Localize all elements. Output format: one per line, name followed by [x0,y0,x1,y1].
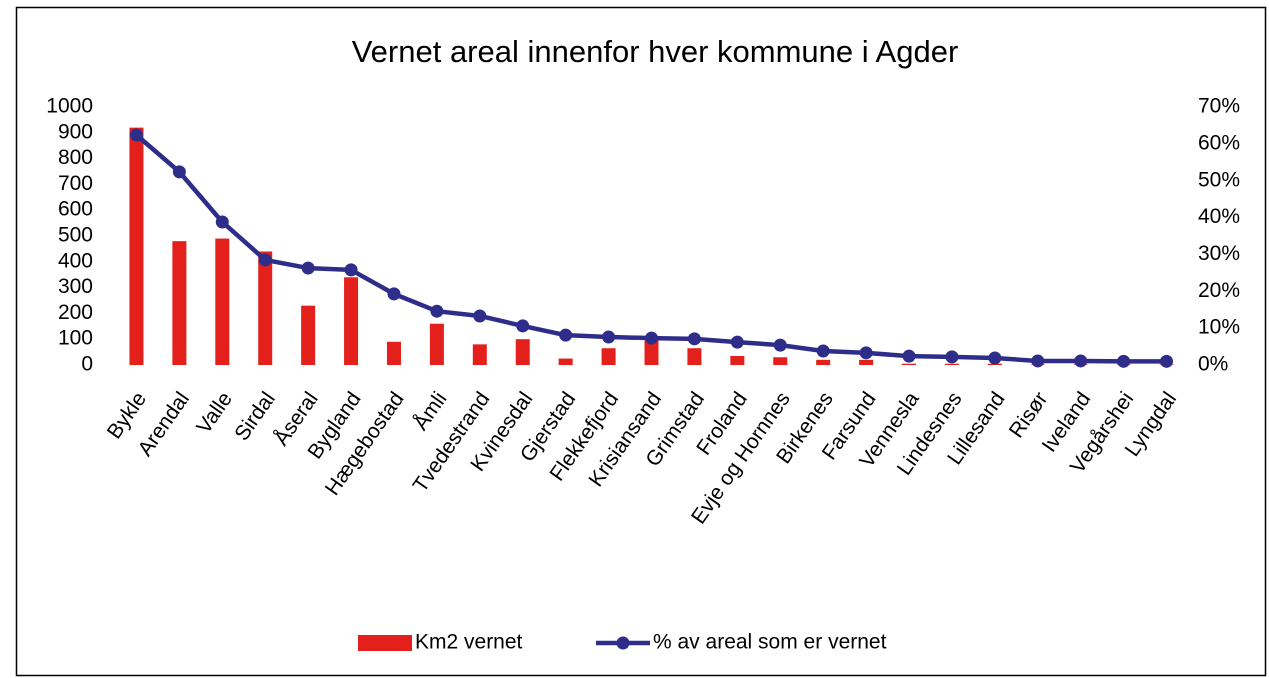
line-marker [687,332,701,346]
bar [730,355,745,365]
bar [859,359,874,365]
line-marker [730,335,744,349]
line-marker [945,350,959,364]
y2-tick-label: 50% [1198,168,1240,191]
line-marker [473,309,487,323]
y2-tick-label: 70% [1198,95,1240,118]
bar [558,358,573,365]
bar [472,344,487,365]
line-marker [988,351,1002,365]
y2-tick-label: 0% [1198,353,1228,376]
bar [773,357,788,365]
bar [687,348,702,365]
bar [816,359,831,365]
y-tick-label: 700 [58,172,93,195]
chart-title: Vernet areal innenfor hver kommune i Agd… [352,34,959,69]
line-marker [1117,354,1131,368]
line-marker [430,304,444,318]
legend-swatch [358,635,412,651]
legend-marker [616,636,630,650]
legend-label: % av areal som er vernet [653,631,887,654]
line-marker [859,346,873,360]
bar [429,323,444,365]
y-tick-label: 300 [58,275,93,298]
line-marker [1031,354,1045,368]
y2-tick-label: 60% [1198,131,1240,154]
line-marker [387,287,401,301]
bar [902,363,917,365]
bar [344,277,359,365]
bar [172,241,187,365]
y2-tick-label: 20% [1198,279,1240,302]
line-marker [129,128,143,142]
bar [515,339,530,365]
bar [129,127,144,365]
y-tick-label: 900 [58,120,93,143]
y2-tick-label: 30% [1198,242,1240,265]
line-marker [344,263,358,277]
bar [215,238,230,365]
line-marker [172,165,186,179]
y2-tick-label: 40% [1198,205,1240,228]
bar [301,305,316,365]
chart-border [15,6,1267,677]
y-tick-label: 1000 [46,95,93,118]
line-marker [602,330,616,344]
y-tick-label: 0 [81,353,93,376]
line-marker [902,349,916,363]
line-marker [773,338,787,352]
line-marker [215,215,229,229]
bar [386,341,401,365]
line-marker [301,261,315,275]
line-marker [258,253,272,267]
legend-label: Km2 vernet [415,631,523,654]
line-marker [816,344,830,358]
line-marker [645,331,658,345]
line-marker [559,328,573,342]
bar [644,340,659,365]
y-tick-label: 200 [58,301,93,324]
bar [601,348,616,365]
bar [944,363,959,365]
y-tick-label: 500 [58,224,93,247]
y-tick-label: 400 [58,249,93,272]
y-tick-label: 100 [58,327,93,350]
y2-tick-label: 10% [1198,316,1240,339]
line-marker [516,319,530,333]
line-marker [1160,354,1174,368]
bar [258,251,273,365]
line-marker [1074,354,1088,368]
y-tick-label: 800 [58,146,93,169]
y-tick-label: 600 [58,198,93,221]
